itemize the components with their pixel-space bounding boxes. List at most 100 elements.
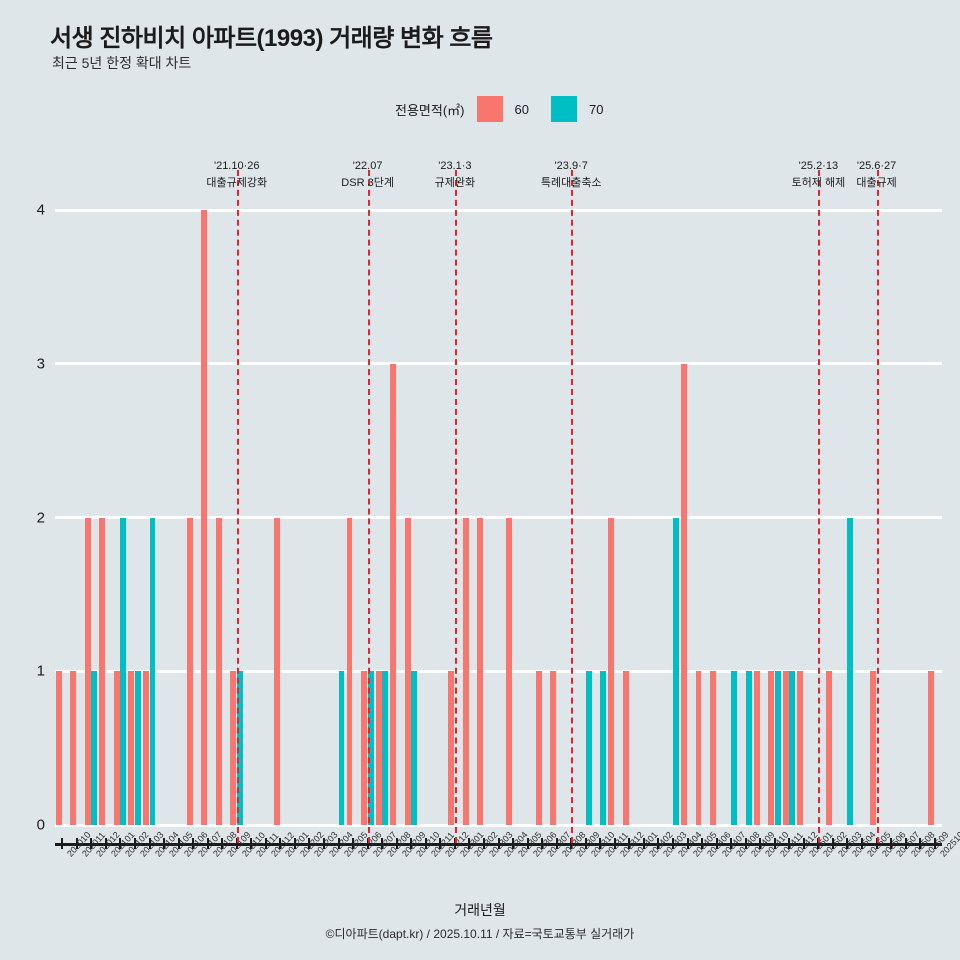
x-tick — [424, 838, 427, 849]
y-tick-label: 0 — [36, 816, 45, 834]
x-tick — [657, 838, 660, 849]
bar[interactable] — [680, 363, 687, 825]
x-tick — [206, 838, 209, 849]
bar[interactable] — [477, 517, 484, 825]
event-desc: 대출규제 — [856, 177, 897, 189]
x-tick — [352, 838, 355, 849]
bar[interactable] — [201, 210, 208, 825]
bar[interactable] — [608, 517, 615, 825]
bar[interactable] — [382, 671, 389, 825]
bar[interactable] — [695, 671, 702, 825]
legend-swatch-60 — [476, 96, 503, 122]
x-tick — [221, 838, 224, 849]
bar[interactable] — [550, 671, 557, 825]
legend-title: 전용면적(㎡) — [395, 102, 465, 118]
y-tick-label: 4 — [36, 201, 45, 219]
x-tick — [715, 838, 718, 849]
event-line — [876, 170, 879, 843]
bar[interactable] — [273, 517, 280, 825]
bar[interactable] — [745, 671, 752, 825]
x-tick — [875, 838, 878, 849]
bar[interactable] — [928, 671, 935, 825]
event-line — [454, 170, 457, 843]
bar[interactable] — [236, 671, 243, 825]
x-tick — [250, 838, 253, 849]
bar[interactable] — [506, 517, 513, 825]
bar[interactable] — [230, 671, 237, 825]
x-tick — [410, 838, 413, 849]
bar[interactable] — [585, 671, 592, 825]
x-tick — [570, 838, 573, 849]
bar[interactable] — [672, 517, 679, 825]
gridline — [55, 362, 942, 366]
x-tick — [788, 838, 791, 849]
bar[interactable] — [535, 671, 542, 825]
event-label: '22.07 DSR 3단계 — [341, 158, 394, 192]
x-tick — [90, 838, 93, 849]
x-tick — [671, 838, 674, 849]
bar[interactable] — [99, 517, 106, 825]
bar[interactable] — [789, 671, 796, 825]
x-tick — [628, 838, 631, 849]
bar[interactable] — [84, 517, 91, 825]
bar[interactable] — [375, 671, 382, 825]
x-tick — [512, 838, 515, 849]
legend: 전용면적(㎡) 60 70 — [395, 96, 625, 122]
x-tick — [817, 838, 820, 849]
bar[interactable] — [134, 671, 141, 825]
event-line — [236, 170, 239, 843]
event-date: '22.07 — [352, 160, 383, 172]
plot-area: 0 1 2 3 4 — [37, 202, 942, 834]
bar[interactable] — [782, 671, 789, 825]
bar[interactable] — [753, 671, 760, 825]
bar[interactable] — [622, 671, 629, 825]
x-tick — [293, 838, 296, 849]
bar[interactable] — [448, 671, 455, 825]
bar-group-container — [55, 210, 942, 825]
bar[interactable] — [462, 517, 469, 825]
event-desc: 특례대출축소 — [540, 177, 602, 189]
bar[interactable] — [404, 517, 411, 825]
x-tick — [323, 838, 325, 849]
bar[interactable] — [55, 671, 62, 825]
x-tick — [773, 838, 776, 849]
bar[interactable] — [128, 671, 135, 825]
bar[interactable] — [731, 671, 738, 825]
bar[interactable] — [797, 671, 804, 825]
bar[interactable] — [338, 671, 345, 825]
x-tick — [919, 838, 922, 849]
bar[interactable] — [186, 517, 193, 825]
x-tick — [846, 838, 849, 849]
bar[interactable] — [826, 671, 833, 825]
bar[interactable] — [768, 671, 775, 825]
x-tick — [395, 838, 398, 849]
bar[interactable] — [390, 363, 397, 825]
x-tick — [890, 838, 893, 849]
bar[interactable] — [411, 671, 418, 825]
bar[interactable] — [346, 517, 353, 825]
bar[interactable] — [215, 517, 222, 825]
bar[interactable] — [149, 517, 156, 825]
bar[interactable] — [774, 671, 781, 825]
bar[interactable] — [367, 671, 374, 825]
x-tick — [541, 838, 544, 849]
bar[interactable] — [870, 671, 876, 825]
gridline — [55, 823, 942, 827]
x-tick — [831, 838, 834, 849]
bar[interactable] — [70, 671, 77, 825]
bar[interactable] — [113, 671, 120, 825]
bar[interactable] — [361, 671, 368, 825]
y-tick-label: 1 — [36, 662, 45, 680]
bar[interactable] — [600, 671, 607, 825]
event-date: '25.6·27 — [856, 160, 897, 172]
bar[interactable] — [710, 671, 716, 825]
bar[interactable] — [120, 517, 127, 825]
bar[interactable] — [142, 671, 149, 825]
x-tick — [163, 838, 166, 849]
x-tick — [904, 838, 907, 849]
legend-swatch-70 — [550, 96, 577, 122]
x-tick — [337, 838, 340, 849]
bar[interactable] — [91, 671, 98, 825]
event-label: '25.6·27 대출규제 — [856, 158, 896, 192]
bar[interactable] — [847, 517, 854, 825]
